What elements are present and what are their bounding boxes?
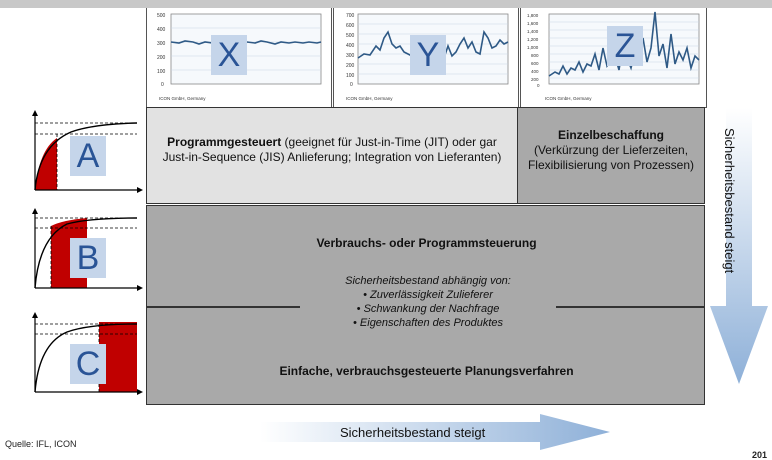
row-c-letter: C bbox=[70, 344, 106, 384]
top-bar bbox=[0, 0, 772, 8]
cell-az-title: Einzelbeschaffung bbox=[557, 128, 664, 142]
chart-y-ytick: 200 bbox=[346, 63, 355, 69]
dependency-item: • Zuverlässigkeit Zulieferer bbox=[363, 289, 493, 301]
horizontal-arrow bbox=[260, 414, 610, 450]
row-a-letter: A bbox=[70, 136, 106, 176]
safety-stock-dependency: Sicherheitsbestand abhängig von: • Zuver… bbox=[300, 274, 556, 330]
chart-y-ytick: 400 bbox=[346, 43, 355, 49]
chart-x-ytick: 400 bbox=[157, 27, 166, 33]
row-a-icon: A bbox=[19, 110, 145, 200]
chart-x-ytick: 200 bbox=[157, 55, 166, 61]
chart-y-letter: Y bbox=[410, 35, 446, 75]
chart-x-source: ICON GmbH, Germany bbox=[159, 96, 206, 101]
chart-y-cell: 700 600 500 400 300 200 100 0 ICON GmbH,… bbox=[333, 8, 519, 108]
svg-text:700 600 500: 700 600 500 400 300 200 100 0 bbox=[346, 13, 356, 88]
chart-z-ytick: 200 bbox=[531, 77, 539, 82]
chart-x-ytick: 300 bbox=[157, 41, 166, 47]
source-note: Quelle: IFL, ICON bbox=[5, 439, 77, 449]
cell-b-title: Verbrauchs- oder Programmsteuerung bbox=[316, 236, 537, 250]
chart-x-letter: X bbox=[211, 35, 247, 75]
chart-y-ytick: 500 bbox=[346, 33, 355, 39]
row-b-letter: B bbox=[70, 238, 106, 278]
chart-y-ytick: 0 bbox=[350, 82, 353, 88]
chart-x-cell: 500 400 300 200 100 0 ICON GmbH, Germany… bbox=[146, 8, 332, 108]
dependency-heading: Sicherheitsbestand abhängig von: bbox=[345, 275, 511, 287]
chart-z-ytick: 800 bbox=[531, 53, 539, 58]
row-b-icon: B bbox=[19, 208, 145, 298]
chart-z-ytick: 1,000 bbox=[527, 45, 539, 50]
chart-x-ytick: 0 bbox=[161, 82, 164, 88]
chart-z-ytick: 1,400 bbox=[527, 29, 539, 34]
cell-c-title: Einfache, verbrauchsgesteuerte Planungsv… bbox=[279, 364, 574, 378]
chart-z-ytick: 1,200 bbox=[527, 37, 539, 42]
chart-z-ytick: 0 bbox=[537, 83, 540, 88]
page-number: 201 bbox=[752, 450, 768, 460]
chart-z-source: ICON GmbH, Germany bbox=[545, 96, 592, 101]
svg-text:500 400 300: 500 400 300 200 100 0 bbox=[157, 13, 167, 88]
chart-y-ytick: 700 bbox=[346, 13, 355, 19]
chart-y-ytick: 100 bbox=[346, 73, 355, 79]
chart-z-cell: 1,800 1,600 1,400 1,200 1,000 800 600 40… bbox=[520, 8, 707, 108]
cell-ax-title: Programmgesteuert bbox=[167, 135, 282, 149]
chart-z-letter: Z bbox=[607, 26, 643, 66]
horizontal-arrow-label: Sicherheitsbestand steigt bbox=[340, 425, 486, 440]
chart-y-ytick: 600 bbox=[346, 23, 355, 29]
chart-z-ytick: 600 bbox=[531, 61, 539, 66]
chart-y-source: ICON GmbH, Germany bbox=[346, 96, 393, 101]
chart-y-ytick: 300 bbox=[346, 53, 355, 59]
svg-text:1,800 1,600 1,400: 1,800 1,600 1,400 1,200 1,000 800 600 40… bbox=[527, 13, 540, 88]
chart-z-ytick: 400 bbox=[531, 69, 539, 74]
row-c-icon: C bbox=[19, 312, 145, 402]
vertical-arrow bbox=[710, 108, 768, 384]
chart-x-ytick: 100 bbox=[157, 69, 166, 75]
dependency-item: • Eigenschaften des Produktes bbox=[353, 317, 503, 329]
cell-einzelbeschaffung: Einzelbeschaffung (Verkürzung der Liefer… bbox=[517, 107, 705, 204]
cell-programmgesteuert: Programmgesteuert (geeignet für Just-in-… bbox=[146, 107, 518, 204]
vertical-arrow-label: Sicherheitsbestand steigt bbox=[722, 128, 737, 274]
chart-z-ytick: 1,600 bbox=[527, 21, 539, 26]
chart-z-ytick: 1,800 bbox=[527, 13, 539, 18]
cell-az-text: (Verkürzung der Lieferzeiten, Flexibilis… bbox=[527, 143, 695, 172]
cell-ax-text: (geeignet für Just-in-Time (JIT) oder ga… bbox=[162, 135, 502, 164]
chart-x-ytick: 500 bbox=[157, 13, 166, 19]
dependency-item: • Schwankung der Nachfrage bbox=[356, 303, 500, 315]
